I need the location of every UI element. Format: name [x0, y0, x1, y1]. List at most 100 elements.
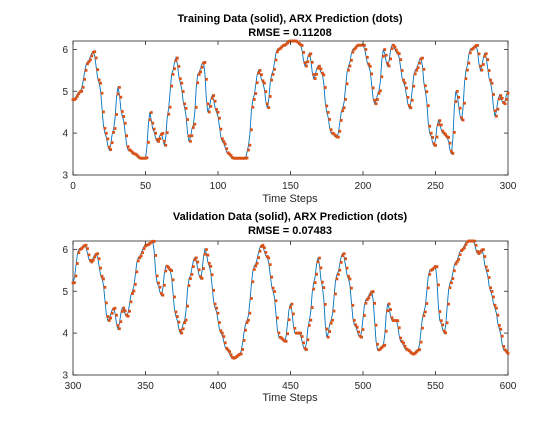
training-prediction-dot — [104, 131, 108, 135]
validation-prediction-dot — [506, 351, 510, 355]
training-prediction-dot — [334, 134, 337, 137]
validation-prediction-dot — [326, 335, 330, 339]
training-prediction-dot — [265, 102, 269, 106]
validation-x-tick-label: 350 — [137, 381, 154, 392]
training-prediction-dot — [415, 68, 419, 72]
validation-prediction-dot — [297, 331, 301, 335]
validation-prediction-dot — [205, 248, 208, 251]
training-prediction-dot — [306, 60, 310, 64]
validation-prediction-dot — [113, 306, 117, 310]
training-prediction-dot — [502, 101, 506, 104]
validation-prediction-dot — [496, 313, 500, 317]
training-prediction-dot — [74, 97, 78, 100]
training-prediction-dot — [84, 68, 88, 72]
validation-prediction-dot — [486, 269, 490, 272]
validation-prediction-dot — [242, 339, 246, 342]
validation-prediction-dot — [361, 328, 365, 331]
validation-prediction-dot — [228, 350, 231, 353]
training-prediction-dot — [218, 116, 221, 120]
validation-prediction-dot — [216, 311, 220, 315]
validation-prediction-dot — [408, 349, 411, 353]
training-prediction-dot — [309, 52, 313, 56]
training-prediction-dot — [235, 156, 239, 160]
training-prediction-dot — [315, 72, 318, 76]
training-prediction-dot — [466, 68, 469, 72]
training-prediction-dot — [383, 48, 387, 51]
validation-prediction-dot — [393, 319, 397, 322]
validation-prediction-dot — [104, 301, 108, 305]
training-prediction-dot — [473, 45, 477, 49]
training-prediction-dot — [155, 138, 159, 141]
training-prediction-dot — [448, 141, 452, 145]
validation-prediction-dot — [71, 281, 75, 285]
validation-prediction-dot — [410, 352, 414, 356]
training-prediction-dot — [421, 56, 424, 60]
training-prediction-dot — [374, 102, 378, 106]
validation-prediction-dot — [345, 266, 349, 270]
validation-prediction-dot — [487, 276, 491, 279]
validation-prediction-dot — [106, 315, 110, 318]
training-prediction-dot — [236, 156, 240, 160]
training-prediction-dot — [290, 39, 294, 43]
training-prediction-dot — [329, 128, 333, 132]
validation-prediction-dot — [107, 319, 111, 322]
training-prediction-dot — [461, 118, 465, 122]
training-prediction-dot — [294, 39, 298, 43]
validation-prediction-dot — [144, 244, 147, 248]
training-prediction-dot — [139, 156, 143, 160]
validation-prediction-dot — [339, 260, 343, 264]
training-prediction-dot — [396, 51, 400, 55]
training-prediction-dot — [232, 156, 236, 160]
validation-prediction-dot — [283, 339, 287, 343]
validation-prediction-dot — [131, 292, 134, 296]
validation-prediction-dot — [278, 335, 282, 339]
training-prediction-dot — [464, 77, 468, 81]
training-prediction-dot — [486, 58, 490, 61]
validation-prediction-dot — [284, 339, 288, 343]
training-prediction-dot — [241, 156, 245, 160]
validation-prediction-dot — [452, 269, 456, 273]
validation-prediction-dot — [373, 301, 376, 305]
training-prediction-dot — [102, 110, 105, 114]
training-prediction-dot — [505, 98, 508, 101]
validation-prediction-dot — [245, 321, 249, 325]
validation-prediction-dot — [316, 260, 320, 264]
validation-prediction-dot — [344, 257, 347, 261]
training-prediction-dot — [77, 92, 81, 96]
training-prediction-dot — [183, 102, 187, 106]
training-prediction-dot — [258, 69, 262, 72]
validation-prediction-dot — [302, 341, 305, 345]
validation-prediction-dot — [332, 309, 336, 313]
validation-prediction-dot — [406, 348, 410, 352]
training-prediction-dot — [278, 47, 282, 50]
validation-prediction-dot — [323, 303, 327, 306]
training-prediction-dot — [460, 116, 463, 120]
validation-prediction-dot — [200, 276, 204, 280]
validation-prediction-dot — [458, 253, 462, 257]
training-prediction-dot — [242, 156, 246, 160]
validation-prediction-dot — [329, 321, 333, 325]
training-prediction-dot — [303, 61, 307, 65]
training-prediction-dot — [96, 68, 100, 72]
training-prediction-dot — [73, 98, 76, 101]
training-prediction-dot — [90, 54, 94, 58]
validation-prediction-dot — [160, 291, 163, 295]
training-prediction-dot — [122, 115, 126, 118]
validation-prediction-dot — [474, 243, 478, 247]
validation-prediction-dot — [171, 278, 175, 282]
validation-prediction-dot — [202, 267, 205, 270]
training-prediction-dot — [206, 102, 210, 106]
training-prediction-dot — [489, 78, 492, 82]
training-x-tick-label: 150 — [282, 181, 299, 192]
training-prediction-dot — [500, 96, 504, 100]
training-prediction-dot — [160, 133, 163, 136]
validation-prediction-dot — [483, 255, 487, 259]
validation-prediction-dot — [405, 347, 408, 351]
training-prediction-dot — [210, 96, 214, 100]
training-prediction-dot — [97, 78, 101, 82]
validation-prediction-dot — [399, 336, 403, 340]
validation-prediction-dot — [176, 315, 179, 318]
training-prediction-dot — [435, 135, 439, 139]
validation-prediction-dot — [180, 331, 184, 335]
validation-prediction-dot — [435, 265, 439, 269]
